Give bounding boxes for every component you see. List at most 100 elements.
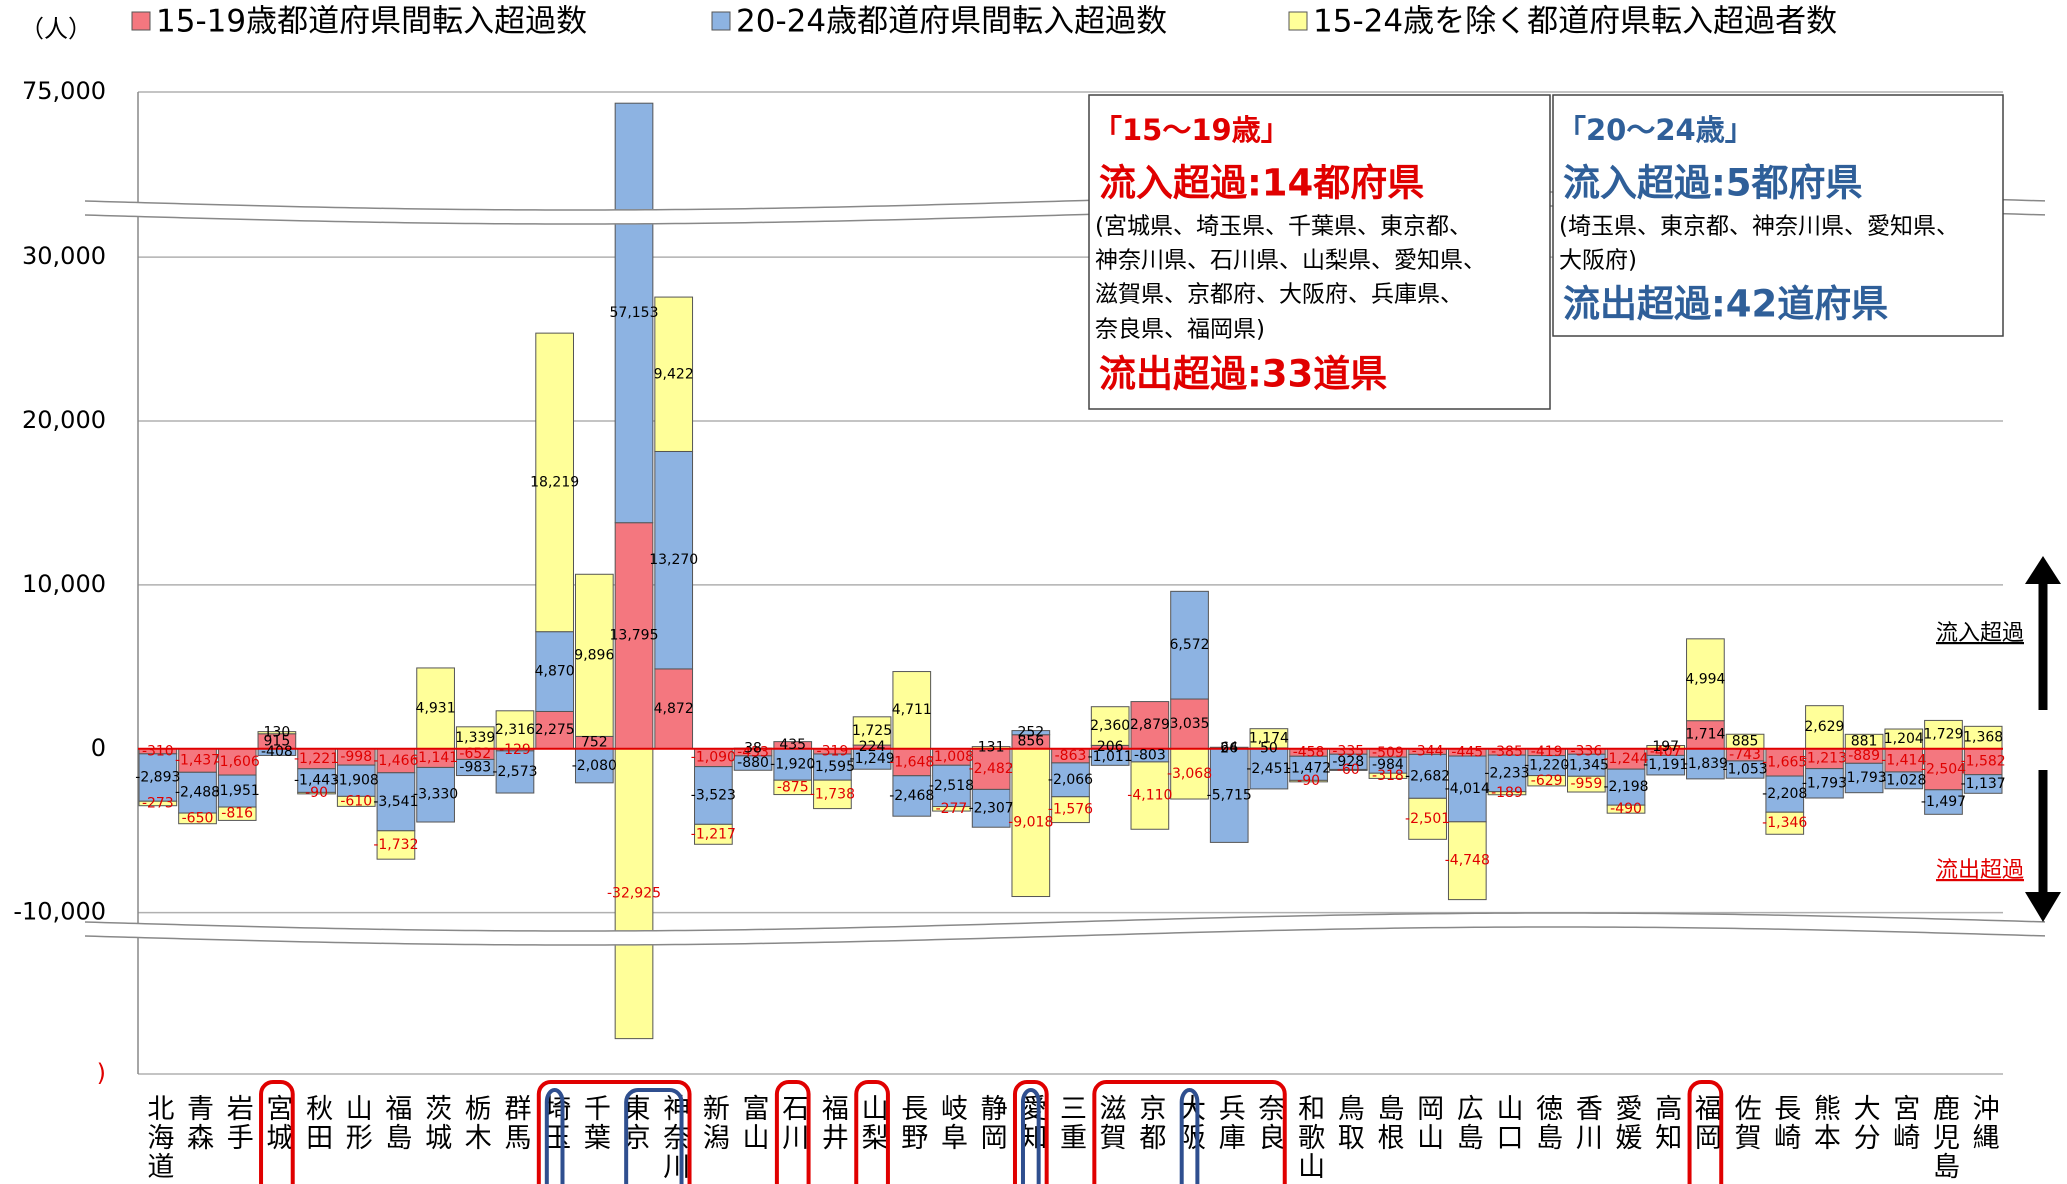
x-tick-label: 愛知	[1015, 1094, 1047, 1152]
bar-segment	[813, 779, 852, 810]
x-tick-label: 鳥取	[1333, 1094, 1364, 1152]
bar-segment	[1130, 701, 1170, 750]
x-tick-label: 福島	[380, 1094, 412, 1152]
data-label: 3,035	[1169, 716, 1209, 732]
bar-segment	[694, 823, 733, 845]
bar-segment	[376, 830, 416, 860]
data-label: -2,501	[1405, 811, 1450, 827]
bar-segment	[416, 766, 455, 823]
bar-segment	[1527, 775, 1567, 787]
bars	[138, 102, 2003, 1040]
data-label: -816	[221, 806, 253, 822]
annotation-inflow: 流入超過:14都府県	[1099, 162, 1424, 205]
legend-label: 20-24歳都道府県間転入超過数	[736, 4, 1167, 40]
annotation-heading: 「15～19歳」	[1093, 113, 1290, 147]
bar-segment	[138, 800, 178, 807]
x-tick-label: 広島	[1452, 1094, 1483, 1152]
arrow-up	[2026, 590, 2036, 592]
data-label: -4,014	[1445, 781, 1490, 797]
x-tick-label: 東京	[619, 1094, 650, 1152]
data-label: -1,220	[1524, 758, 1569, 774]
data-label: 915	[264, 733, 291, 749]
bar-segment	[1924, 789, 1963, 815]
annotation-list: 奈良県、福岡県)	[1095, 317, 1265, 343]
bar-segment	[535, 631, 574, 712]
data-label: -610	[340, 793, 372, 809]
data-label: 1,714	[1685, 727, 1725, 743]
y-tick-label: -10,000	[13, 898, 106, 926]
bar-segment	[535, 332, 574, 633]
legend-swatch	[131, 11, 151, 31]
data-label: -1,346	[1762, 815, 1807, 831]
x-tick-label: 岩手	[222, 1094, 254, 1152]
x-tick-label: 茨城	[420, 1094, 451, 1152]
data-label: 1,204	[1884, 731, 1924, 747]
x-tick-label: 山口	[1491, 1094, 1522, 1152]
bar-segment	[217, 806, 257, 821]
x-tick-label: 宮城	[261, 1094, 292, 1152]
data-label: -889	[1848, 748, 1880, 764]
data-label: -90	[1297, 773, 1320, 789]
x-tick-label: 栃木	[460, 1094, 492, 1152]
data-label: -1,213	[1802, 751, 1847, 767]
data-label: 26	[1220, 741, 1238, 757]
x-tick-label: 奈良	[1253, 1094, 1285, 1152]
data-label: 4,870	[535, 664, 575, 680]
data-label: -419	[1531, 744, 1563, 760]
x-tick-label: 愛媛	[1611, 1094, 1643, 1152]
bar-segment	[614, 748, 654, 1040]
data-label: -1,053	[1723, 762, 1768, 778]
x-tick-label: 長崎	[1769, 1094, 1800, 1152]
data-label: 18,219	[530, 474, 579, 490]
data-label: 881	[1851, 734, 1878, 750]
data-label: -1,217	[691, 826, 736, 842]
data-label: 4,931	[416, 700, 456, 716]
data-label: -433	[737, 744, 769, 760]
x-tick-label: 沖縄	[1968, 1094, 2000, 1152]
data-label: -928	[1332, 754, 1364, 770]
highlight-box	[536, 1080, 692, 1184]
data-label: -1,472	[1286, 760, 1331, 776]
highlight-box	[1179, 1088, 1200, 1184]
x-tick-label: 和歌山	[1293, 1094, 1325, 1181]
data-label: -984	[1372, 757, 1404, 773]
legend-label: 15-24歳を除く都道府県転入超過者数	[1313, 4, 1837, 40]
bar-segment	[416, 667, 455, 750]
data-label: 1,174	[1249, 730, 1289, 746]
bar-segment	[495, 750, 535, 794]
data-label: -1,137	[1961, 776, 2006, 792]
data-label: -1,249	[850, 751, 895, 767]
y-tick-label: )	[97, 1059, 106, 1087]
data-label: 2,275	[535, 722, 575, 738]
x-tick-label: 静岡	[976, 1094, 1007, 1152]
x-tick-label: 福岡	[1690, 1094, 1722, 1152]
highlight-box	[854, 1080, 890, 1184]
highlight-box	[624, 1088, 684, 1184]
data-label: -509	[1372, 745, 1404, 761]
x-tick-label: 徳島	[1531, 1094, 1563, 1152]
data-label: 435	[779, 737, 806, 753]
bar-segment	[932, 764, 971, 808]
bar-segment	[932, 806, 971, 812]
bar-segment	[1051, 796, 1090, 824]
annotation-list: 大阪府)	[1559, 248, 1637, 274]
bar-segment	[1011, 748, 1051, 898]
x-tick-label: 熊本	[1809, 1094, 1841, 1152]
annotation-box	[1088, 94, 1551, 410]
data-label: 130	[264, 725, 291, 741]
x-tick-label: 群馬	[499, 1094, 531, 1152]
bar-segment	[1805, 705, 1844, 750]
bar-segment	[1170, 698, 1209, 750]
x-tick-label: 大阪	[1174, 1094, 1205, 1152]
bar-segment	[1963, 774, 2003, 794]
bar-segment	[1844, 762, 1884, 794]
data-label: 4,994	[1685, 672, 1725, 688]
bar-segment	[297, 791, 336, 795]
data-label: 1,339	[455, 730, 495, 746]
data-label: -2,482	[969, 761, 1014, 777]
x-tick-label: 大分	[1849, 1094, 1880, 1152]
data-label: 752	[581, 735, 608, 751]
x-tick-label: 滋賀	[1095, 1094, 1127, 1152]
data-label: 2,316	[495, 722, 535, 738]
